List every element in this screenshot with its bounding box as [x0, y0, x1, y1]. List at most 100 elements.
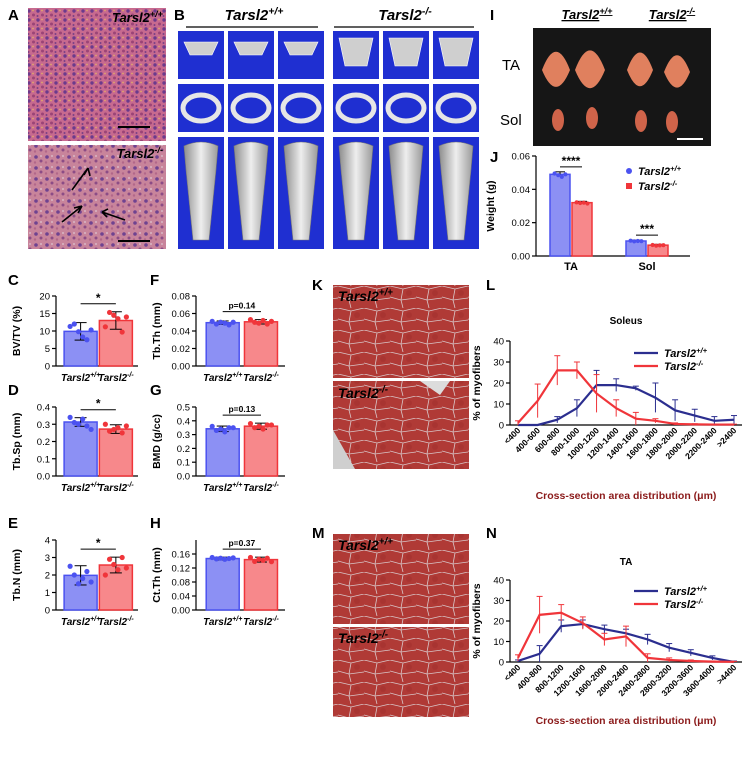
femur-bone	[233, 141, 269, 241]
panel-label-c: C	[8, 272, 19, 289]
data-point	[252, 425, 258, 431]
data-point	[84, 568, 90, 575]
data-point	[581, 200, 586, 205]
x-tick-label: Tarsl2+/+	[61, 372, 100, 384]
data-point	[123, 314, 129, 320]
y-tick-label: 0.04	[172, 327, 191, 338]
data-point	[88, 327, 94, 333]
data-point	[264, 321, 270, 327]
data-point	[209, 554, 215, 561]
panel-label-k: K	[312, 277, 323, 294]
legend-marker	[626, 168, 632, 174]
trabecular-bone	[338, 37, 374, 67]
y-tick-label: 0.4	[177, 416, 190, 427]
data-point	[67, 414, 73, 420]
genotype-label-b-wt: Tarsl2+/+	[225, 5, 284, 24]
femur-bone	[338, 141, 374, 241]
data-point	[574, 200, 579, 205]
panel-label-b: B	[174, 7, 185, 24]
sol-muscle	[635, 110, 647, 132]
ta-muscle	[542, 51, 570, 87]
data-point	[247, 554, 254, 561]
y-tick-label: 0.1	[37, 454, 50, 465]
y-tick-label: 0.1	[177, 458, 190, 469]
data-point	[123, 565, 129, 571]
x-tick-label: Tarsl2-/-	[243, 482, 279, 494]
y-tick-label: 40	[493, 337, 504, 348]
muscle-label-ta: TA	[502, 57, 520, 74]
data-point	[88, 579, 94, 585]
trabecular-bone	[233, 41, 269, 56]
data-point	[264, 422, 270, 428]
chart-tb-th: 0.00 0.02 0.04 0.06 0.08 Tb.Th (mm) Tarsl2+/+ T…	[151, 292, 285, 384]
y-tick-label: 0	[499, 658, 504, 669]
cortical-ring	[385, 92, 427, 124]
y-tick-label: 0.3	[37, 420, 50, 431]
femur-bone	[183, 141, 219, 241]
data-point	[222, 556, 228, 562]
legend-marker	[626, 183, 632, 189]
y-axis-label: % of myofibers	[471, 583, 483, 658]
data-point	[71, 321, 77, 327]
panel-label-l: L	[486, 277, 495, 294]
panel-label-a: A	[8, 7, 19, 24]
bar	[205, 428, 240, 477]
data-point	[218, 319, 224, 325]
x-tick-label: Tarsl2-/-	[98, 482, 134, 494]
data-point	[75, 421, 82, 427]
trabecular-bone	[388, 37, 424, 67]
significance-label: *	[96, 397, 101, 411]
genotype-label-m-wt: Tarsl2+/+	[338, 537, 393, 553]
y-tick-label: 30	[493, 358, 504, 369]
y-axis-label: Weight (g)	[485, 180, 497, 231]
y-tick-label: 20	[493, 379, 504, 390]
ct-cortical-image	[278, 84, 324, 132]
data-point	[650, 242, 655, 248]
x-tick-label: Tarsl2-/-	[98, 372, 134, 384]
chart-bmd: 0.0 0.1 0.2 0.3 0.4 0.5 BMD (g/cc) Tarsl2+/+ Tar…	[151, 403, 285, 494]
genotype-label-b-ko: Tarsl2-/-	[378, 5, 432, 24]
y-tick-label: 0.4	[37, 403, 50, 414]
data-point	[84, 423, 90, 429]
genotype-label-a-wt: Tarsl2+/+	[112, 9, 164, 25]
significance-label: *	[96, 291, 101, 305]
data-point	[578, 200, 583, 206]
x-tick-label: Sol	[638, 261, 655, 273]
panel-label-d: D	[8, 382, 19, 399]
legend-label: Tarsl2-/-	[664, 597, 704, 611]
ta-muscle	[575, 50, 605, 89]
panel-label-h: H	[150, 515, 161, 532]
data-point	[123, 423, 129, 429]
y-tick-label: 40	[493, 576, 504, 587]
y-tick-label: 0.08	[172, 292, 191, 303]
x-tick-label: >2400	[714, 425, 738, 449]
arrow-icon	[61, 205, 83, 223]
data-point	[230, 319, 236, 325]
ct-cortical-image	[433, 84, 479, 132]
y-tick-label: 0.06	[172, 309, 191, 320]
y-tick-label: 10	[39, 327, 50, 338]
panel-label-g: G	[150, 382, 162, 399]
y-tick-label: 5	[45, 344, 50, 355]
y-tick-label: 0.2	[177, 444, 190, 455]
significance-label: *	[96, 536, 101, 550]
data-point	[632, 239, 637, 244]
y-tick-label: 0.06	[512, 152, 531, 163]
data-point	[111, 426, 117, 433]
data-point	[268, 318, 275, 324]
histology-image-ko	[28, 145, 166, 249]
genotype-label-k-wt: Tarsl2+/+	[338, 288, 393, 304]
ct-cortical-image	[333, 84, 379, 132]
y-tick-label: 10	[493, 637, 504, 648]
legend-label: Tarsl2+/+	[664, 584, 708, 598]
data-point	[256, 423, 262, 429]
genotype-label-k-ko: Tarsl2-/-	[338, 385, 388, 401]
panel-label-i: I	[490, 7, 494, 24]
data-point	[106, 428, 113, 434]
data-point	[209, 318, 215, 324]
y-tick-label: 0.00	[172, 606, 191, 617]
chart-bv-tv: 0 5 10 15 20 BV/TV (%) Tarsl2+/+Tarsl2-/- *	[11, 291, 138, 384]
bar	[205, 321, 240, 367]
ct-cortical-image	[383, 84, 429, 132]
